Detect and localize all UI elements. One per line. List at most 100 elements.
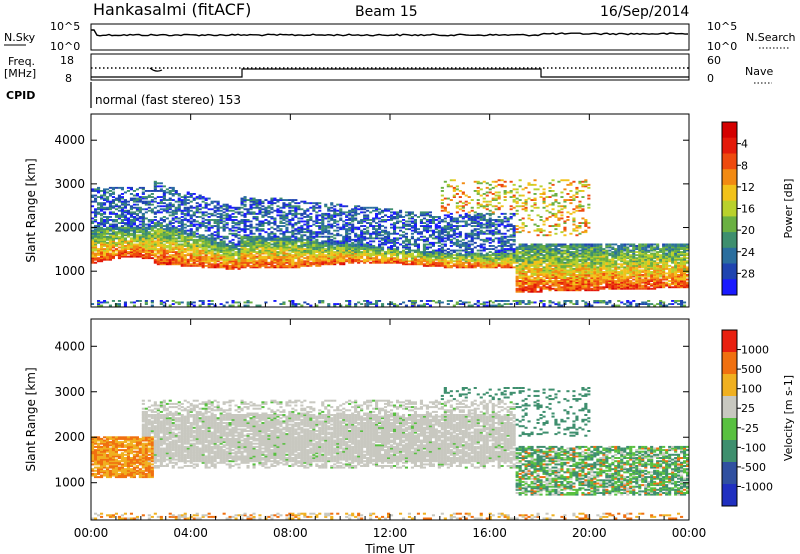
power-cell bbox=[518, 252, 522, 255]
power-cell bbox=[518, 194, 522, 197]
power-cell bbox=[494, 260, 498, 263]
power-cell bbox=[117, 200, 121, 203]
power-cell bbox=[369, 249, 373, 252]
power-cell bbox=[216, 234, 220, 237]
power-cell bbox=[261, 255, 265, 258]
power-cell bbox=[141, 234, 145, 237]
power-cell bbox=[150, 196, 154, 198]
power-cell bbox=[108, 211, 112, 214]
power-cell bbox=[156, 245, 160, 247]
power-cell bbox=[372, 231, 376, 234]
power-cell bbox=[97, 303, 101, 305]
power-cell bbox=[261, 238, 265, 241]
power-cell bbox=[297, 237, 301, 240]
power-cell bbox=[234, 219, 238, 221]
power-cell bbox=[141, 232, 145, 235]
power-cell bbox=[189, 196, 193, 198]
power-cell bbox=[141, 246, 145, 249]
power-cell bbox=[276, 214, 280, 217]
power-cell bbox=[282, 260, 286, 263]
power-cell bbox=[440, 252, 444, 255]
power-cell bbox=[237, 255, 241, 258]
power-cell bbox=[339, 252, 343, 255]
power-cell bbox=[171, 211, 175, 214]
power-cell bbox=[530, 245, 534, 247]
power-cell bbox=[440, 255, 444, 258]
power-cell bbox=[545, 260, 549, 263]
power-cell bbox=[234, 235, 238, 238]
power-cell bbox=[294, 206, 298, 209]
power-cell bbox=[467, 223, 471, 226]
power-cell bbox=[369, 240, 373, 243]
power-cell bbox=[482, 240, 486, 243]
power-cell bbox=[527, 267, 531, 270]
power-cell bbox=[524, 249, 528, 252]
power-cell bbox=[243, 199, 247, 201]
power-cell bbox=[455, 217, 459, 220]
power-cell bbox=[297, 254, 301, 257]
power-cell bbox=[434, 225, 438, 227]
power-cell bbox=[297, 255, 301, 258]
power-cell bbox=[186, 245, 190, 247]
power-cell bbox=[357, 249, 361, 252]
power-cell bbox=[360, 260, 364, 263]
power-cell bbox=[183, 248, 187, 250]
power-cell bbox=[100, 246, 104, 249]
power-cell bbox=[94, 234, 98, 237]
power-cell bbox=[103, 251, 107, 253]
power-cell bbox=[527, 286, 531, 289]
power-cell bbox=[387, 251, 391, 253]
power-cell bbox=[410, 237, 414, 240]
power-cell bbox=[503, 264, 507, 267]
power-cell bbox=[354, 255, 358, 258]
power-cell bbox=[141, 220, 145, 223]
power-cell bbox=[144, 232, 148, 235]
power-cell bbox=[300, 238, 304, 241]
power-cell bbox=[207, 300, 211, 302]
power-cell bbox=[297, 228, 301, 231]
power-cell bbox=[231, 243, 235, 246]
power-cell bbox=[264, 255, 268, 258]
power-cell bbox=[123, 232, 127, 235]
power-cell bbox=[111, 186, 115, 189]
power-cell bbox=[488, 238, 492, 241]
power-cell bbox=[91, 190, 95, 192]
power-cell bbox=[261, 241, 265, 244]
power-cell bbox=[171, 231, 175, 234]
power-cell bbox=[506, 249, 510, 252]
power-cell bbox=[536, 286, 540, 289]
power-cell bbox=[521, 275, 525, 278]
power-cell bbox=[315, 214, 319, 217]
power-cell bbox=[123, 254, 127, 257]
power-cell bbox=[144, 197, 148, 200]
power-cell bbox=[132, 252, 136, 255]
power-cell bbox=[261, 248, 265, 250]
power-cell bbox=[204, 203, 208, 206]
power-cell bbox=[216, 216, 220, 218]
power-cell bbox=[243, 222, 247, 224]
power-cell bbox=[378, 245, 382, 247]
power-cell bbox=[249, 197, 253, 200]
power-cell bbox=[324, 248, 328, 250]
power-cell bbox=[476, 263, 480, 266]
power-cell bbox=[399, 243, 403, 246]
power-cell bbox=[291, 217, 295, 220]
power-cell bbox=[216, 222, 220, 224]
power-cell bbox=[396, 255, 400, 258]
power-cell bbox=[491, 245, 495, 247]
power-cell bbox=[509, 254, 513, 257]
power-cell bbox=[171, 217, 175, 220]
power-cell bbox=[291, 226, 295, 229]
power-cell bbox=[186, 301, 190, 304]
power-cell bbox=[225, 249, 229, 252]
power-cell bbox=[273, 255, 277, 258]
power-cell bbox=[100, 257, 104, 260]
power-cell bbox=[500, 179, 504, 182]
power-cell bbox=[291, 229, 295, 232]
power-cell bbox=[141, 249, 145, 252]
power-cell bbox=[192, 257, 196, 260]
power-cell bbox=[267, 220, 271, 223]
power-cell bbox=[141, 197, 145, 200]
power-cell bbox=[527, 255, 531, 258]
power-cell bbox=[530, 251, 534, 253]
